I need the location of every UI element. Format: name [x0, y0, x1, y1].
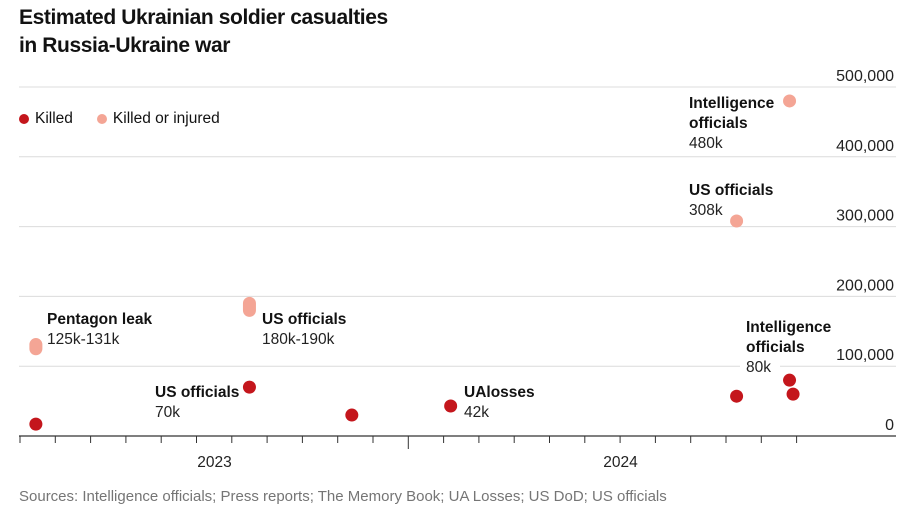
x-tick-label: 2024	[603, 454, 638, 471]
data-point	[786, 387, 800, 401]
chart-title-line-1: Estimated Ukrainian soldier casualties	[19, 6, 388, 29]
annotation-value: 125k-131k	[47, 331, 120, 348]
annotation: US officials 308k	[689, 182, 773, 219]
annotation-value: 42k	[464, 404, 489, 421]
annotation-label: UAlosses	[464, 384, 535, 401]
legend-dot-killed	[19, 114, 29, 124]
y-tick-label: 0	[885, 417, 894, 434]
y-tick-label: 500,000	[836, 68, 894, 85]
data-point	[730, 389, 744, 403]
data-point	[242, 380, 256, 394]
y-tick-label: 100,000	[836, 347, 894, 364]
legend-label-killed: Killed	[35, 110, 73, 127]
legend: Killed Killed or injured	[19, 110, 244, 128]
y-axis-labels: 0 100,000 200,000 300,000 400,000 500,000	[836, 68, 894, 434]
legend-item-killed: Killed	[19, 110, 73, 128]
data-point	[783, 94, 797, 108]
annotation: Pentagon leak 125k-131k	[47, 311, 152, 348]
annotation-label: officials	[689, 115, 748, 132]
x-axis: 2023 2024	[19, 435, 896, 471]
annotation: Intelligence officials 80k	[740, 319, 832, 376]
annotation: US officials 70k	[155, 384, 239, 421]
x-tick-label: 2023	[197, 454, 231, 471]
annotation-label: US officials	[155, 384, 239, 401]
y-tick-label: 300,000	[836, 208, 894, 225]
data-point	[783, 373, 797, 387]
annotation: UAlosses 42k	[464, 384, 535, 421]
annotation-bg	[740, 356, 780, 374]
annotation-value: 308k	[689, 202, 723, 219]
y-tick-label: 400,000	[836, 138, 894, 155]
chart-title-line-2: in Russia-Ukraine war	[19, 34, 231, 57]
annotation-label: Intelligence	[689, 95, 775, 112]
legend-label-killed-or-injured: Killed or injured	[112, 110, 220, 127]
annotation-label: US officials	[262, 311, 346, 328]
annotation-value: 180k-190k	[262, 331, 335, 348]
annotation-value: 480k	[689, 135, 723, 152]
annotation-label: officials	[746, 339, 805, 356]
annotations: Pentagon leak 125k-131k US officials 180k-1…	[47, 95, 832, 421]
legend-item-killed-or-injured: Killed or injured	[96, 110, 220, 128]
annotation-label: US officials	[689, 182, 773, 199]
annotation-label: Intelligence	[746, 319, 832, 336]
data-point	[444, 399, 458, 413]
annotation-value: 80k	[746, 359, 771, 376]
data-point	[730, 214, 744, 228]
data-marks	[29, 94, 800, 431]
chart-title: Estimated Ukrainian soldier casualties i…	[19, 4, 388, 60]
annotation-label: Pentagon leak	[47, 311, 152, 328]
data-point	[29, 417, 43, 431]
legend-dot-killed-or-injured	[96, 114, 107, 124]
data-point	[345, 408, 359, 422]
source-note: Sources: Intelligence officials; Press r…	[19, 488, 667, 505]
annotation-value: 70k	[155, 404, 180, 421]
annotation: US officials 180k-190k	[262, 311, 346, 348]
annotation: Intelligence officials 480k	[689, 95, 775, 152]
y-tick-label: 200,000	[836, 277, 894, 294]
